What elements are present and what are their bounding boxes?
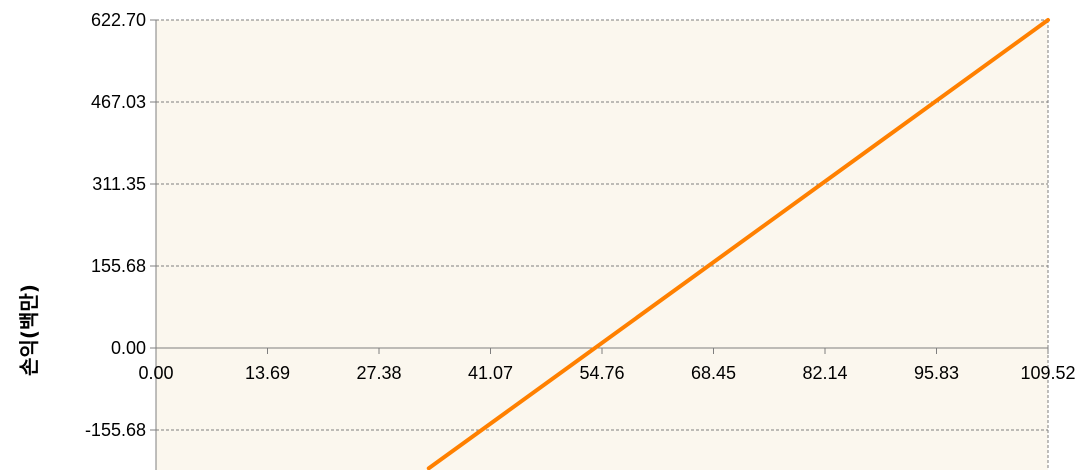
y-axis-ticks: 622.70 467.03 311.35 155.68 0.00 -155.68 — [85, 10, 156, 440]
y-tick-label: 311.35 — [92, 174, 146, 194]
plot-area — [156, 20, 1048, 470]
x-tick-label: 41.07 — [468, 363, 513, 383]
y-tick-label: 622.70 — [91, 10, 146, 30]
x-tick-label: 54.76 — [579, 363, 624, 383]
x-tick-label: 0.00 — [138, 363, 173, 383]
x-tick-label: 95.83 — [914, 363, 959, 383]
y-tick-label: -155.68 — [85, 420, 146, 440]
y-tick-label: 467.03 — [91, 92, 146, 112]
series-group — [426, 18, 1050, 470]
x-tick-label: 68.45 — [691, 363, 736, 383]
y-tick-label: 155.68 — [91, 256, 146, 276]
x-tick-label: 82.14 — [802, 363, 847, 383]
y-tick-label: 0.00 — [111, 338, 146, 358]
series-line — [426, 18, 1050, 470]
x-axis-ticks: 0.00 13.69 27.38 41.07 54.76 68.45 82.14 95.83 1… — [138, 348, 1076, 383]
x-tick-label: 27.38 — [356, 363, 401, 383]
y-axis-title: 손익(백만) — [17, 284, 41, 376]
x-tick-label: 13.69 — [245, 363, 290, 383]
x-tick-label: 109.52 — [1020, 363, 1075, 383]
